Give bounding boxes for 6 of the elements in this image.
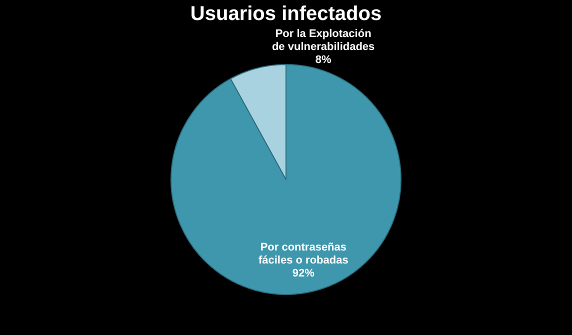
data-label: 92%	[292, 267, 315, 280]
slice-label: Por la Explotación de vulnerabilidades	[272, 28, 375, 54]
chart-title: Usuarios infectados	[190, 3, 382, 26]
slice-label: Por contraseñas fáciles o robadas	[258, 241, 348, 266]
pie-slice	[170, 64, 402, 295]
data-label: 8%	[315, 54, 332, 66]
